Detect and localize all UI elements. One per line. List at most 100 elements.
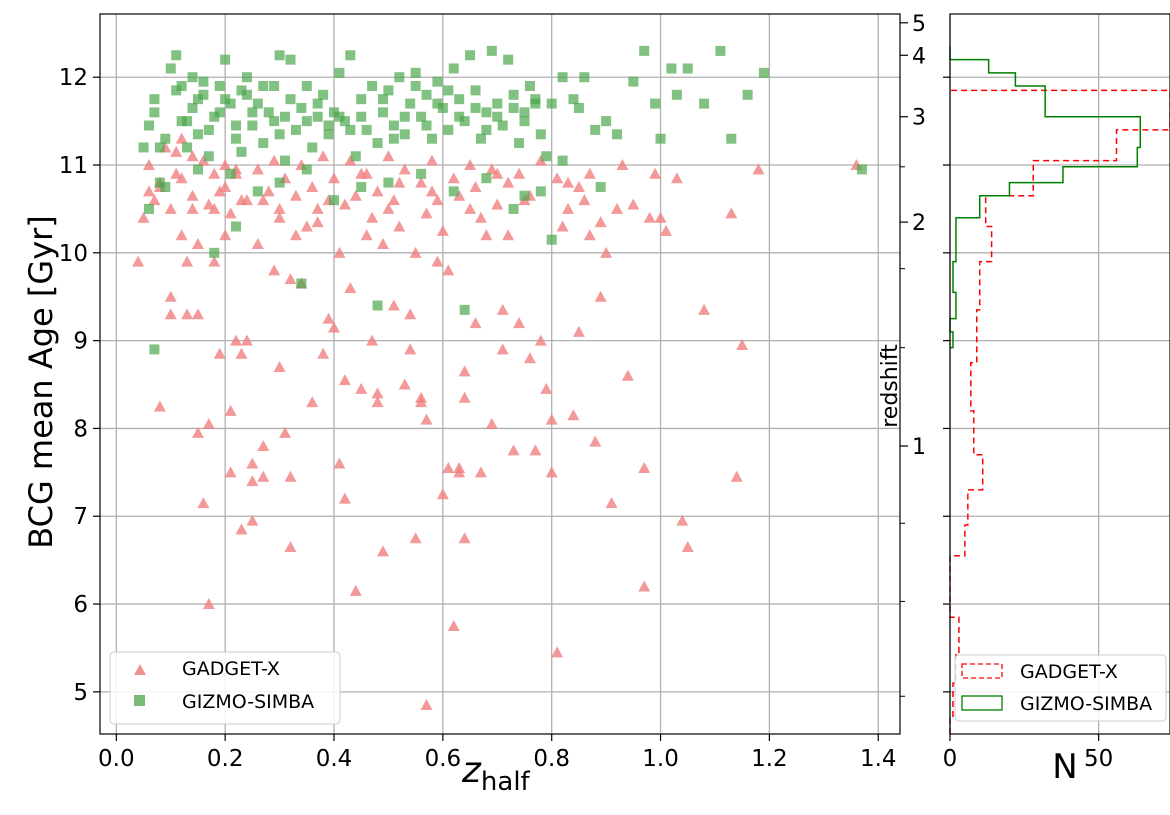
gadget-x-point	[164, 308, 177, 320]
gizmo-simba-point	[666, 63, 677, 74]
gadget-x-point	[464, 159, 477, 171]
gizmo-simba-point	[160, 133, 171, 144]
gizmo-simba-point	[508, 102, 519, 113]
gadget-x-point	[551, 172, 564, 184]
gadget-x-point	[616, 159, 629, 171]
gizmo-simba-point	[383, 177, 394, 188]
gadget-x-point	[398, 163, 411, 175]
gizmo-simba-point	[470, 85, 481, 96]
gizmo-simba-point	[203, 151, 214, 162]
gadget-x-point	[594, 216, 607, 228]
gizmo-simba-point	[377, 94, 388, 105]
legend-marker-gadget-x	[134, 664, 146, 675]
gizmo-simba-point	[492, 111, 503, 122]
gizmo-simba-point	[231, 133, 242, 144]
gizmo-simba-point	[312, 98, 323, 109]
gadget-x-point	[208, 255, 221, 267]
gadget-x-point	[643, 211, 656, 223]
gizmo-simba-point	[280, 155, 291, 166]
gizmo-simba-point	[481, 124, 492, 135]
gizmo-simba-point	[465, 50, 476, 61]
gadget-x-point	[431, 255, 444, 267]
redshift-tick-label: 4	[912, 44, 926, 69]
gadget-x-point	[219, 159, 232, 171]
gizmo-simba-point	[312, 111, 323, 122]
y-axis-label: BCG mean Age [Gyr]	[22, 215, 60, 549]
legend-swatch-gadget-x-hist	[961, 663, 1003, 679]
gadget-x-point	[376, 238, 389, 250]
gadget-x-point	[268, 264, 281, 276]
gizmo-simba-point	[437, 102, 448, 113]
gadget-x-point	[752, 163, 765, 175]
gadget-x-point	[534, 154, 547, 166]
gizmo-simba-point	[856, 164, 867, 175]
gizmo-simba-point	[470, 102, 481, 113]
gizmo-simba-point	[503, 54, 514, 65]
gizmo-simba-point	[209, 111, 220, 122]
gizmo-simba-point	[372, 300, 383, 311]
x-axis-ticks: 0.0 0.2 0.4 0.6 0.8 1.0 1.2 1.4	[98, 734, 897, 772]
gizmo-simba-point	[176, 116, 187, 127]
gizmo-simba-point	[519, 190, 530, 201]
gadget-x-point	[284, 470, 297, 482]
gizmo-simba-point	[557, 72, 568, 83]
legend-label-gadget-x-hist: GADGET-X	[1020, 661, 1118, 683]
gizmo-simba-point	[416, 111, 427, 122]
gadget-x-point	[257, 470, 270, 482]
gizmo-simba-point	[274, 177, 285, 188]
gizmo-simba-point	[247, 107, 258, 118]
gadget-x-point	[453, 189, 466, 201]
gadget-x-point	[289, 229, 302, 241]
gizmo-simba-point	[650, 98, 661, 109]
gizmo-simba-point	[274, 129, 285, 140]
gadget-x-point	[730, 470, 743, 482]
legend-label-gizmo-simba: GIZMO-SIMBA	[182, 691, 314, 713]
histogram-x-tick-label: 0	[943, 746, 958, 772]
gadget-x-point	[251, 238, 264, 250]
gadget-x-point	[175, 172, 188, 184]
histogram-x-ticks: 0 50	[943, 734, 1113, 772]
gadget-x-point	[376, 545, 389, 557]
histogram-x-tick-label: 50	[1084, 746, 1113, 772]
scatter-legend: GADGET-X GIZMO-SIMBA	[109, 651, 341, 725]
gadget-x-point	[284, 540, 297, 552]
gizmo-simba-point	[372, 138, 383, 149]
gadget-x-point	[246, 514, 259, 526]
gadget-x-point	[317, 150, 330, 162]
gadget-x-point	[164, 202, 177, 214]
redshift-tick-label: 5	[912, 12, 926, 37]
gizmo-simba-point	[149, 344, 160, 355]
gizmo-simba-point	[345, 50, 356, 61]
gadget-x-point	[425, 154, 438, 166]
gizmo-simba-point	[214, 107, 225, 118]
gadget-x-point	[289, 189, 302, 201]
gadget-x-point	[464, 202, 477, 214]
gizmo-simba-point	[459, 304, 470, 315]
gadget-x-point	[469, 180, 482, 192]
x-tick-label: 0.4	[316, 746, 353, 772]
x-tick-label: 0.6	[425, 746, 462, 772]
gizmo-simba-histogram	[949, 46, 1142, 349]
gadget-x-point	[366, 334, 379, 346]
gadget-x-point	[600, 246, 613, 258]
gadget-x-point	[344, 154, 357, 166]
gizmo-simba-point	[198, 76, 209, 87]
gadget-x-point	[338, 492, 351, 504]
gizmo-simba-point	[214, 81, 225, 91]
gadget-x-point	[371, 185, 384, 197]
gizmo-simba-point	[280, 111, 291, 122]
gadget-x-point	[230, 334, 243, 346]
gadget-x-point	[387, 299, 400, 311]
gadget-x-point	[246, 475, 259, 487]
gizmo-simba-point	[595, 181, 606, 192]
gadget-x-point	[562, 202, 575, 214]
y-tick-label: 10	[59, 241, 88, 267]
x-tick-label: 1.4	[860, 746, 897, 772]
gizmo-simba-point	[715, 45, 726, 56]
gadget-x-point	[736, 339, 749, 351]
gadget-x-point	[148, 194, 161, 206]
gizmo-simba-point	[432, 76, 443, 87]
gizmo-simba-point	[231, 221, 242, 232]
gadget-x-point	[382, 202, 395, 214]
